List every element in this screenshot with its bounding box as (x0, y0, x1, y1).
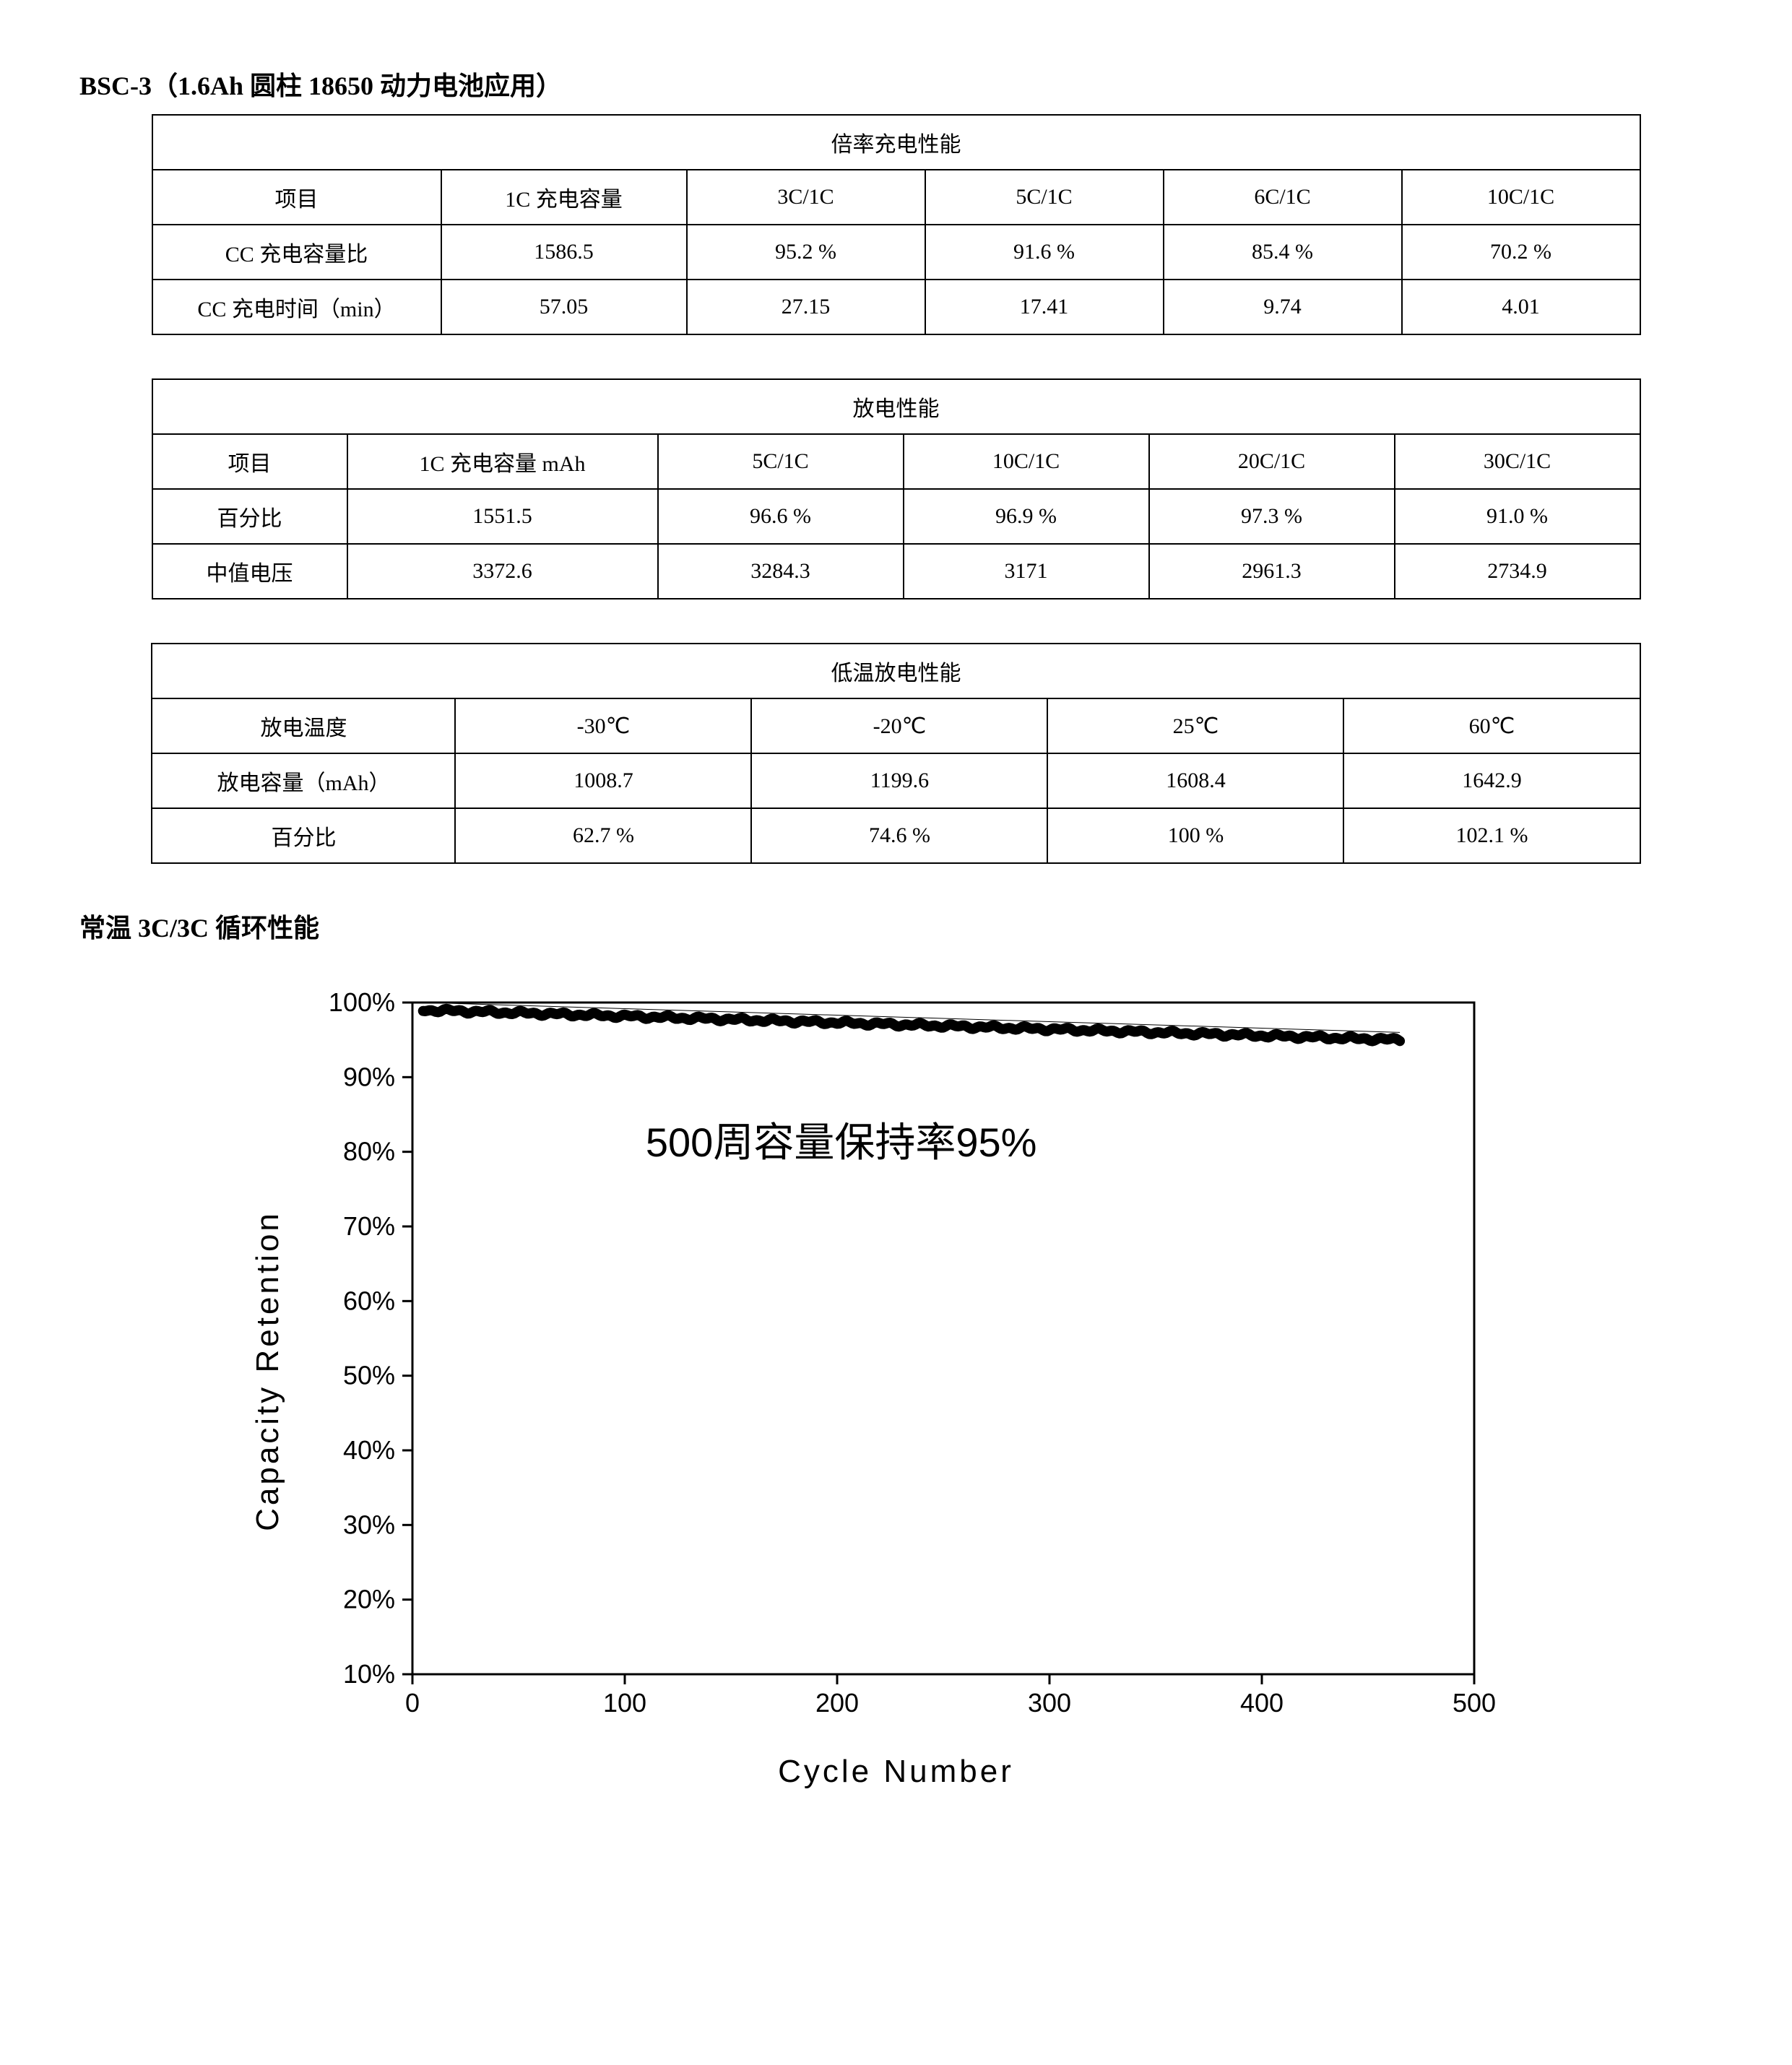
table2-cell: 3171 (904, 544, 1149, 599)
table1-header: 3C/1C (687, 170, 925, 225)
table3-cell: 74.6 % (751, 808, 1047, 863)
table2-cell: 3284.3 (658, 544, 904, 599)
table1-header: 5C/1C (925, 170, 1164, 225)
table3-cell: 1642.9 (1343, 753, 1640, 808)
svg-text:70%: 70% (342, 1211, 394, 1241)
table1-cell: 17.41 (925, 280, 1164, 334)
table3-cell: 100 % (1047, 808, 1343, 863)
table1-header: 10C/1C (1402, 170, 1640, 225)
svg-text:20%: 20% (342, 1585, 394, 1614)
svg-text:80%: 80% (342, 1137, 394, 1166)
table2-cell: 3372.6 (347, 544, 658, 599)
table3-header: 放电温度 (152, 698, 455, 753)
table3-cell: 百分比 (152, 808, 455, 863)
svg-text:100%: 100% (328, 987, 394, 1017)
table-charge-rate: 倍率充电性能项目1C 充电容量3C/1C5C/1C6C/1C10C/1C CC 充… (152, 114, 1641, 335)
table1-header: 1C 充电容量 (441, 170, 687, 225)
svg-text:60%: 60% (342, 1286, 394, 1315)
table1-cell: CC 充电容量比 (152, 225, 441, 280)
svg-text:500: 500 (1452, 1688, 1495, 1718)
table1-cell: 4.01 (1402, 280, 1640, 334)
table1-cell: 95.2 % (687, 225, 925, 280)
y-axis-label: Capacity Retention (250, 1211, 286, 1531)
table1-cell: 9.74 (1164, 280, 1402, 334)
svg-text:50%: 50% (342, 1361, 394, 1390)
table1-cell: CC 充电时间（min） (152, 280, 441, 334)
table2-caption: 放电性能 (152, 379, 1640, 434)
table1-header: 项目 (152, 170, 441, 225)
table2-header: 10C/1C (904, 434, 1149, 489)
table3-header: 60℃ (1343, 698, 1640, 753)
chart-heading: 常温 3C/3C 循环性能 (79, 907, 1713, 945)
table3-cell: 1608.4 (1047, 753, 1343, 808)
table2-cell: 2734.9 (1395, 544, 1640, 599)
table1-cell: 27.15 (687, 280, 925, 334)
table1-cell: 70.2 % (1402, 225, 1640, 280)
table2-cell: 96.6 % (658, 489, 904, 544)
table3-header: -20℃ (751, 698, 1047, 753)
table3-cell: 62.7 % (455, 808, 751, 863)
table3-header: -30℃ (455, 698, 751, 753)
x-axis-label: Cycle Number (778, 1754, 1014, 1790)
table3-cell: 102.1 % (1343, 808, 1640, 863)
table-discharge: 放电性能项目1C 充电容量 mAh5C/1C10C/1C20C/1C30C/1C… (152, 378, 1641, 599)
table2-header: 20C/1C (1149, 434, 1395, 489)
table3-cell: 1008.7 (455, 753, 751, 808)
table3-header: 25℃ (1047, 698, 1343, 753)
svg-text:40%: 40% (342, 1435, 394, 1465)
table2-header: 1C 充电容量 mAh (347, 434, 658, 489)
cycle-chart: 10% 20% 30% 40% 50% 60% 70% 80% 90% 100% 0 100 200 30… (275, 974, 1518, 1768)
table2-cell: 百分比 (152, 489, 347, 544)
table2-cell: 97.3 % (1149, 489, 1395, 544)
svg-text:0: 0 (404, 1688, 419, 1718)
table1-cell: 85.4 % (1164, 225, 1402, 280)
table3-cell: 放电容量（mAh） (152, 753, 455, 808)
table1-cell: 1586.5 (441, 225, 687, 280)
svg-text:200: 200 (815, 1688, 858, 1718)
table2-cell: 中值电压 (152, 544, 347, 599)
table2-header: 5C/1C (658, 434, 904, 489)
table-low-temp: 低温放电性能放电温度-30℃-20℃25℃60℃放电容量（mAh）1008.71… (151, 643, 1640, 864)
table1-cell: 57.05 (441, 280, 687, 334)
svg-text:90%: 90% (342, 1062, 394, 1091)
svg-text:100: 100 (602, 1688, 646, 1718)
table2-header: 30C/1C (1395, 434, 1640, 489)
svg-text:10%: 10% (342, 1659, 394, 1689)
svg-text:400: 400 (1239, 1688, 1283, 1718)
table2-cell: 1551.5 (347, 489, 658, 544)
table1-caption: 倍率充电性能 (152, 115, 1640, 170)
table2-cell: 2961.3 (1149, 544, 1395, 599)
svg-text:30%: 30% (342, 1510, 394, 1539)
chart-annotation: 500周容量保持率95% (646, 1110, 1037, 1169)
table2-cell: 91.0 % (1395, 489, 1640, 544)
table1-header: 6C/1C (1164, 170, 1402, 225)
table1-cell: 91.6 % (925, 225, 1164, 280)
table2-cell: 96.9 % (904, 489, 1149, 544)
table3-caption: 低温放电性能 (152, 644, 1640, 698)
table2-header: 项目 (152, 434, 347, 489)
table3-cell: 1199.6 (751, 753, 1047, 808)
svg-text:300: 300 (1027, 1688, 1070, 1718)
page-title: BSC-3（1.6Ah 圆柱 18650 动力电池应用） (79, 65, 1713, 103)
